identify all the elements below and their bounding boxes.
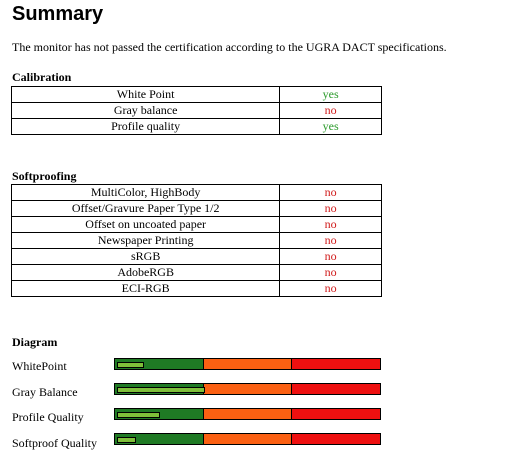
result-cell: no	[279, 102, 382, 119]
criterion-cell: Offset/Gravure Paper Type 1/2	[10, 200, 281, 217]
table-row: Profile quality yes	[10, 118, 382, 135]
bar-segment-red	[291, 409, 380, 419]
calibration-table: White Point yes Gray balance no Profile …	[10, 86, 382, 135]
table-row: AdobeRGB no	[10, 264, 382, 281]
criterion-cell: ECI-RGB	[10, 280, 281, 297]
criterion-cell: sRGB	[10, 248, 281, 265]
bar-segment-red	[291, 384, 380, 394]
diagram-label-whitepoint: WhitePoint	[12, 359, 67, 373]
level-indicator	[117, 437, 136, 443]
diagram-label-softproof-quality: Softproof Quality	[12, 436, 97, 450]
result-cell: no	[279, 280, 382, 297]
bar-segment-orange	[203, 384, 292, 394]
result-cell: no	[279, 264, 382, 281]
level-indicator	[117, 412, 160, 418]
diagram-label-gray-balance: Gray Balance	[12, 385, 78, 399]
criterion-cell: AdobeRGB	[10, 264, 281, 281]
diagram-heading: Diagram	[12, 335, 58, 349]
result-cell: no	[279, 216, 382, 233]
softproofing-heading: Softproofing	[12, 169, 77, 183]
table-row: Gray balance no	[10, 102, 382, 119]
diagram-bar-gray-balance	[114, 383, 381, 395]
table-row: ECI-RGB no	[10, 280, 382, 297]
bar-segment-green	[115, 359, 204, 369]
table-row: Offset on uncoated paper no	[10, 216, 382, 233]
criterion-cell: Gray balance	[10, 102, 281, 119]
result-cell: no	[279, 232, 382, 249]
softproofing-table: MultiColor, HighBody no Offset/Gravure P…	[10, 184, 382, 297]
bar-segment-green	[115, 434, 204, 444]
criterion-cell: Profile quality	[10, 118, 281, 135]
level-indicator	[117, 362, 144, 368]
diagram-label-profile-quality: Profile Quality	[12, 410, 84, 424]
diagram-bar-softproof-quality	[114, 433, 381, 445]
result-cell: yes	[279, 118, 382, 135]
criterion-cell: Offset on uncoated paper	[10, 216, 281, 233]
level-indicator	[117, 387, 205, 393]
bar-segment-orange	[203, 359, 292, 369]
bar-segment-red	[291, 434, 380, 444]
diagram-bar-profile-quality	[114, 408, 381, 420]
bar-segment-red	[291, 359, 380, 369]
table-row: Newspaper Printing no	[10, 232, 382, 249]
diagram-bar-whitepoint	[114, 358, 381, 370]
criterion-cell: MultiColor, HighBody	[10, 184, 281, 201]
table-row: White Point yes	[10, 86, 382, 103]
table-row: Offset/Gravure Paper Type 1/2 no	[10, 200, 382, 217]
page-title: Summary	[12, 3, 104, 25]
table-row: MultiColor, HighBody no	[10, 184, 382, 201]
bar-segment-orange	[203, 409, 292, 419]
criterion-cell: White Point	[10, 86, 281, 103]
bar-segment-orange	[203, 434, 292, 444]
intro-text: The monitor has not passed the certifica…	[12, 40, 447, 54]
result-cell: no	[279, 200, 382, 217]
result-cell: yes	[279, 86, 382, 103]
result-cell: no	[279, 248, 382, 265]
table-row: sRGB no	[10, 248, 382, 265]
calibration-heading: Calibration	[12, 70, 72, 84]
criterion-cell: Newspaper Printing	[10, 232, 281, 249]
result-cell: no	[279, 184, 382, 201]
